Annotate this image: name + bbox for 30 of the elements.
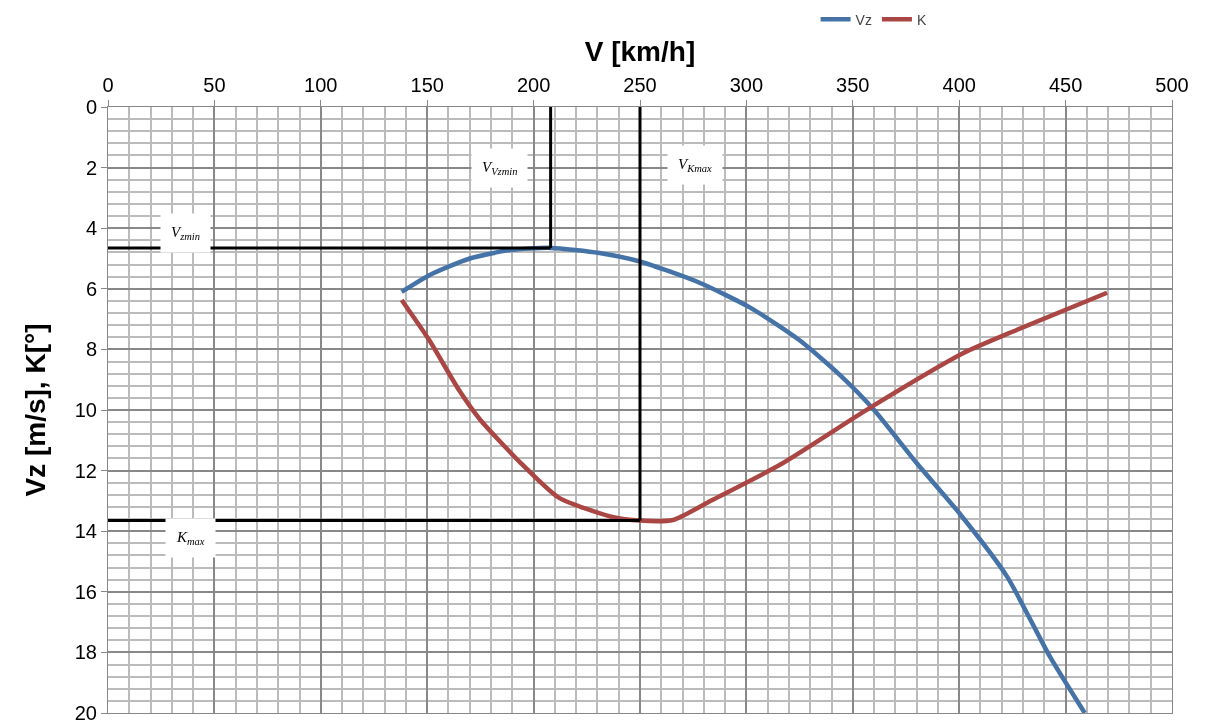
y-axis-title: Vz [m/s], K[°] [20,323,52,497]
x-tick-label: 400 [942,74,976,96]
y-tick-label: 10 [74,399,97,421]
y-tick-label: 20 [74,702,97,724]
y-tick-label: 16 [74,580,97,603]
y-tick-label: 12 [74,459,97,482]
legend-label: Vz [855,11,872,28]
x-tick-label: 250 [623,74,657,96]
y-tick-label: 18 [74,641,97,664]
x-tick-label: 0 [102,74,114,96]
annotation: V$_{Kmax}$ [678,156,713,175]
y-tick-label: 8 [85,338,97,361]
x-tick-label: 300 [729,74,764,96]
y-tick-label: 6 [85,277,97,300]
x-tick-label: 450 [1048,74,1083,96]
y-tick-label: 14 [74,520,97,543]
y-tick-label: 0 [85,96,97,118]
x-tick-label: 100 [304,74,338,96]
annotation: V$_{Vzmin}$ [482,159,518,178]
x-tick-label: 500 [1155,74,1189,96]
x-tick-label: 200 [516,74,551,96]
y-tick-label: 4 [85,217,97,240]
x-axis-title: V [km/h] [584,35,696,67]
x-tick-label: 50 [203,74,226,96]
x-tick-label: 350 [836,74,870,96]
y-tick-label: 2 [85,156,97,179]
x-tick-label: 150 [410,74,444,96]
annotation: K$_{max}$ [176,529,205,548]
legend-label: K [916,11,927,28]
annotation: V$_{zmin}$ [171,224,201,243]
